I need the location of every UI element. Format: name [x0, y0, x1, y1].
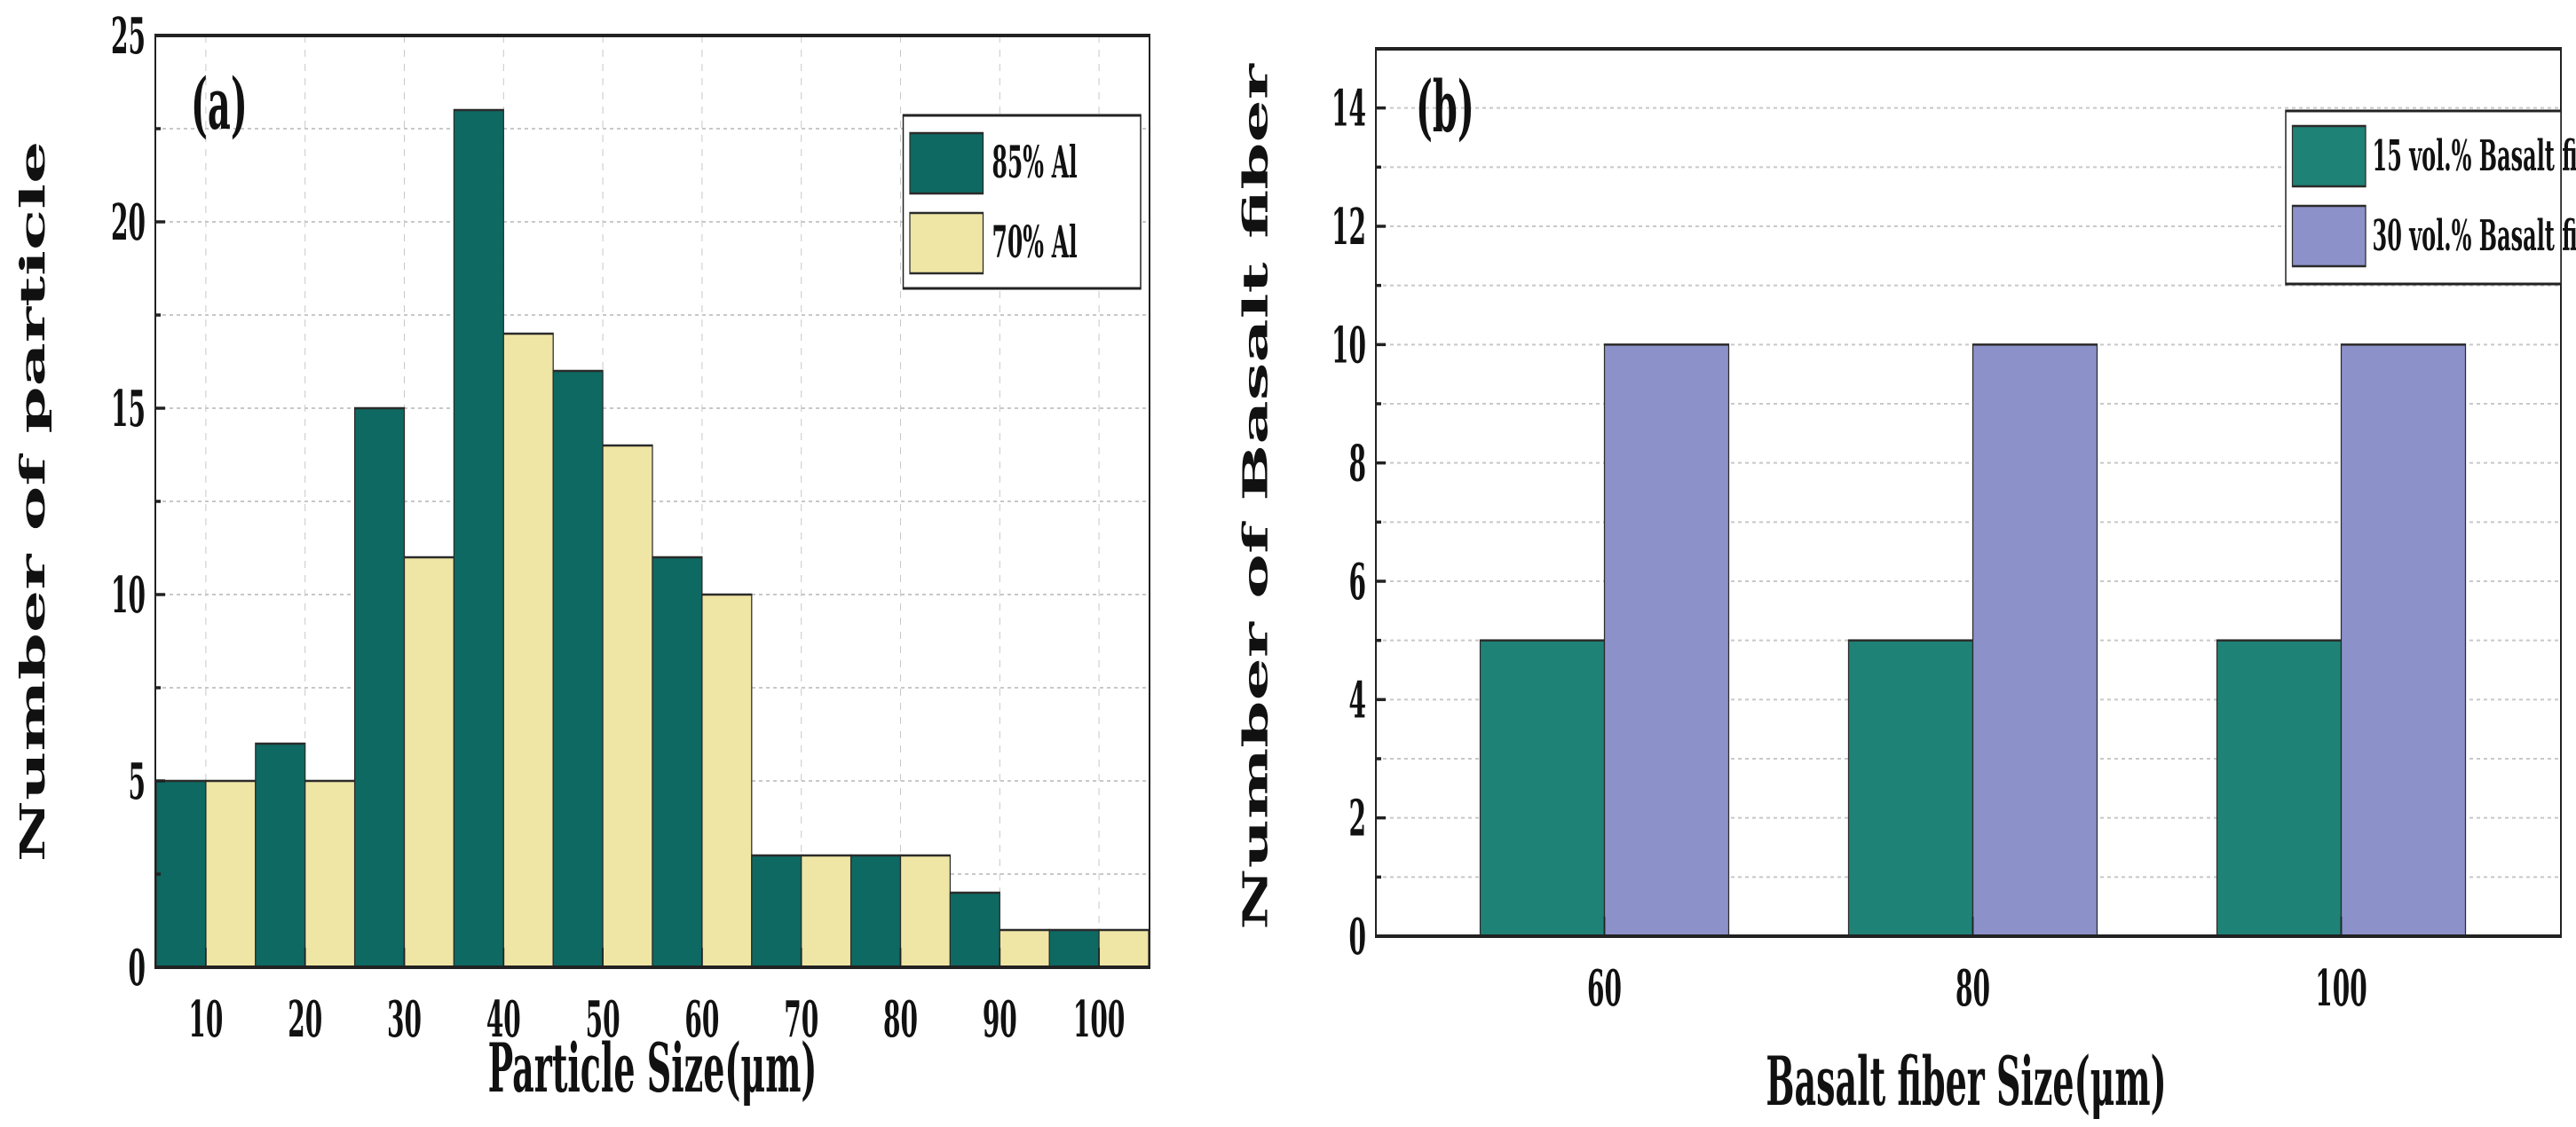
legend-swatch-85-al [909, 131, 984, 195]
x-tick-label: 60 [1587, 959, 1622, 1018]
bar-a-s1-90 [999, 928, 1050, 969]
x-tick-label: 100 [1073, 990, 1125, 1049]
bar-a-s0-20 [255, 742, 306, 969]
chart-panel-a: 0 5 10 15 20 25 10 20 30 40 50 60 70 80 90 100 (a) Par… [13, 7, 1150, 1108]
legend-swatch-15-vol [2291, 124, 2367, 188]
bar-b-s0-80 [1847, 639, 1974, 938]
bar-a-s1-10 [205, 779, 257, 969]
bar-a-s1-50 [602, 444, 653, 969]
legend-a: 85% Al 70% Al [902, 114, 1142, 290]
y-tick-label: 14 [1331, 80, 1366, 138]
legend-label-70-al: 70% Al [992, 217, 1078, 268]
legend-label-15-vol: 15 vol.% Basalt fiber [2373, 130, 2576, 180]
legend-label-30-vol: 30 vol.% Basalt fiber [2373, 209, 2576, 260]
x-tick-label: 80 [1956, 959, 1990, 1018]
bar-a-s1-20 [304, 779, 356, 969]
x-tick-label: 90 [983, 990, 1017, 1049]
bar-a-s0-70 [751, 854, 802, 969]
y-tick-label: 25 [111, 7, 146, 66]
bar-a-s0-60 [652, 556, 703, 969]
y-tick-label: 0 [1349, 908, 1366, 966]
y-tick-label: 15 [111, 380, 146, 438]
bar-a-s0-80 [849, 854, 902, 969]
y-tick-label: 5 [129, 753, 146, 811]
y-tick-label: 12 [1331, 198, 1366, 256]
bar-a-s0-40 [453, 108, 504, 969]
bar-a-s1-30 [403, 556, 455, 969]
x-tick-label: 50 [586, 990, 620, 1049]
bar-a-s1-70 [801, 854, 852, 969]
x-tick-label: 80 [883, 990, 918, 1049]
panel-label-b: (b) [1416, 65, 1474, 148]
bar-a-s1-60 [701, 593, 753, 969]
x-tick-label: 60 [684, 990, 719, 1049]
bar-a-s0-100 [1048, 928, 1100, 969]
bar-a-s1-80 [899, 854, 952, 969]
y-tick-label: 10 [111, 566, 146, 625]
bar-b-s1-60 [1603, 343, 1730, 938]
x-tick-label: 40 [486, 990, 521, 1049]
panel-label-a: (a) [191, 62, 248, 146]
bar-a-s0-30 [353, 406, 406, 969]
x-axis-label-a: Particle Size(μm) [488, 1029, 818, 1108]
legend-label-85-al: 85% Al [992, 137, 1078, 188]
legend-b: 15 vol.% Basalt fiber 30 vol.% Basalt fi… [2285, 109, 2576, 286]
chart-panel-b: 0 2 4 6 8 10 12 14 60 80 100 (b) Basalt fiber Siz… [1237, 47, 2576, 1122]
y-tick-label: 8 [1349, 435, 1366, 493]
bar-b-s0-100 [2216, 639, 2343, 938]
y-tick-label: 0 [129, 939, 146, 997]
y-tick-label: 20 [111, 193, 146, 252]
x-tick-label: 10 [188, 990, 223, 1049]
plot-frame-b [1375, 47, 2562, 938]
bar-a-s1-100 [1098, 928, 1150, 969]
y-tick-label: 2 [1349, 790, 1366, 848]
bar-a-s1-40 [502, 332, 554, 969]
x-tick-label: 100 [2315, 959, 2367, 1018]
x-tick-label: 30 [387, 990, 422, 1049]
bar-b-s1-80 [1972, 343, 2098, 938]
x-tick-label: 20 [288, 990, 322, 1049]
x-ticks-a: 10 20 30 40 50 60 70 80 90 100 [188, 948, 1125, 1049]
y-axis-label-b: Number of Basalt fiber [1237, 62, 1276, 929]
bar-a-s0-90 [949, 891, 1000, 969]
y-tick-label: 10 [1331, 316, 1366, 374]
y-ticks-b: 0 2 4 6 8 10 12 14 [1331, 80, 1386, 966]
legend-swatch-70-al [909, 211, 984, 275]
x-axis-label-b: Basalt fiber Size(μm) [1766, 1043, 2166, 1122]
y-ticks-a: 0 5 10 15 20 25 [111, 7, 165, 997]
bar-a-s0-10 [155, 779, 207, 969]
y-axis-label-a: Number of particle [13, 141, 52, 863]
bar-b-s1-100 [2340, 343, 2467, 938]
x-ticks-b: 60 80 100 [1587, 917, 2367, 1018]
y-tick-label: 4 [1349, 671, 1366, 729]
legend-swatch-30-vol [2291, 204, 2367, 268]
y-tick-label: 6 [1349, 553, 1366, 611]
bars-a [155, 108, 1150, 969]
x-tick-label: 70 [784, 990, 818, 1049]
bar-a-s0-50 [552, 369, 604, 969]
bars-b [1479, 343, 2467, 938]
bar-b-s0-60 [1479, 639, 1606, 938]
